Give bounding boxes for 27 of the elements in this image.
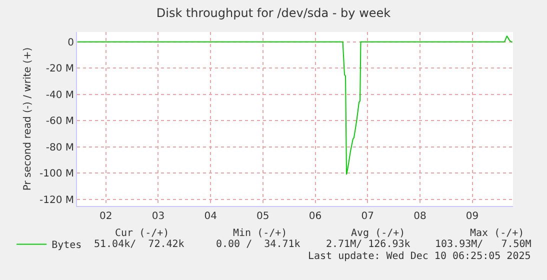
text: Cur (-/+) — [115, 228, 170, 239]
y-tick-label: -20 M — [46, 64, 74, 75]
x-tick-label: 07 — [361, 211, 374, 222]
y-tick-label: -60 M — [46, 116, 74, 128]
x-tick-label: 04 — [204, 211, 217, 222]
x-tick-label: 05 — [256, 211, 270, 222]
text: Last update: Wed Dec 10 06:25:05 2025 — [308, 251, 531, 262]
y-axis-title: Pr second read (-) / write (+) — [22, 47, 34, 191]
x-tick-label: 06 — [308, 211, 322, 222]
y-tick-label: -40 M — [46, 90, 74, 101]
y-tick-label: 0 — [68, 37, 74, 48]
y-tick-label: -120 M — [39, 194, 74, 206]
y-tick-label: -80 M — [46, 142, 74, 154]
x-tick-label: 02 — [100, 211, 112, 222]
x-tick-label: 08 — [414, 211, 426, 222]
text: 2.71M/ 126.93k — [326, 239, 410, 250]
text: Max (-/+) — [470, 228, 524, 239]
text: Avg (-/+) — [351, 228, 406, 239]
chart-title: Disk throughput for /dev/sda - by week — [156, 6, 391, 20]
x-tick-label: 03 — [152, 211, 165, 222]
text: 103.93M/ 7.50M — [435, 239, 532, 250]
y-tick-label: -100 M — [39, 168, 74, 180]
text: Min (-/+) — [233, 228, 288, 239]
text: 51.04k/ 72.42k — [94, 239, 184, 250]
text: 0.00 / 34.71k — [216, 239, 300, 250]
x-tick-label: 09 — [466, 211, 479, 222]
legend-label: Bytes — [52, 240, 82, 252]
